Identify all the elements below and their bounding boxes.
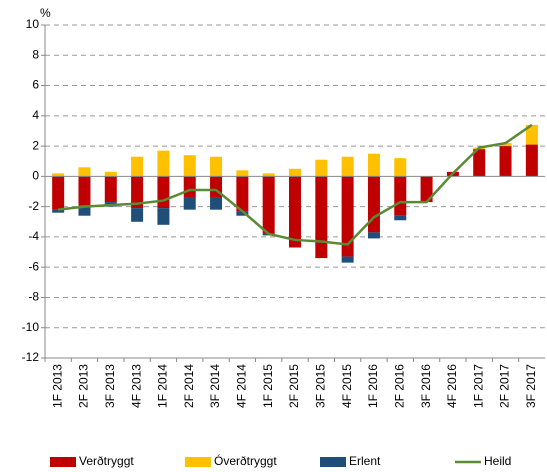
x-tick-label: 1F 2017 [471,364,485,408]
bar [525,144,538,177]
bar [210,197,223,210]
x-tick-label: 3F 2017 [524,364,538,408]
line [58,123,533,246]
legend-swatch [50,457,76,467]
x-tick-label: 4F 2013 [129,364,143,408]
x-tick-label: 3F 2016 [419,364,433,408]
legend-label: Verðtryggt [79,454,134,468]
y-tick-label: -12 [22,350,40,364]
y-tick-label: -6 [28,259,39,273]
bar [236,170,249,177]
bar [367,176,380,233]
bar [157,208,170,225]
bar [315,159,328,177]
bar [341,256,354,263]
y-tick-label: -10 [22,320,40,334]
bar [78,205,91,216]
bar [262,176,275,234]
x-tick-label: 3F 2014 [208,364,222,408]
x-tick-label: 2F 2015 [287,364,301,408]
bar [262,173,275,177]
bar [289,168,301,177]
bar [315,176,328,259]
bar [131,156,144,177]
bar [131,208,144,222]
bar [367,232,380,239]
bar [104,171,117,177]
bar [341,176,354,257]
x-tick-label: 3F 2013 [103,364,117,408]
bar [394,158,407,177]
bar [236,211,249,216]
bar [183,155,196,177]
y-tick-label: 2 [32,138,39,152]
y-tick-label: -2 [28,199,39,213]
x-tick-label: 1F 2016 [366,364,380,408]
bar [341,156,354,177]
bar [236,176,249,212]
bar [289,176,301,248]
legend-swatch [320,457,346,467]
x-tick-label: 1F 2013 [50,364,64,408]
y-tick-label: 4 [32,108,39,122]
legend-swatch [185,457,211,467]
y-tick-label: 8 [32,47,39,61]
bar [157,150,170,177]
bar [499,143,512,147]
bar [52,176,65,210]
bar [394,215,407,221]
bar [367,153,380,177]
bar [210,156,223,177]
x-tick-label: 2F 2016 [392,364,406,408]
x-tick-label: 4F 2014 [235,364,249,408]
bar [52,209,65,213]
x-tick-label: 2F 2017 [498,364,512,408]
y-tick-label: 10 [26,17,40,31]
y-tick-label: 6 [32,78,39,92]
bar [52,173,65,177]
x-tick-label: 4F 2015 [340,364,354,408]
bar [183,197,196,210]
legend-label: Heild [484,454,511,468]
y-tick-label: -8 [28,290,39,304]
x-tick-label: 1F 2015 [261,364,275,408]
x-tick-label: 3F 2015 [313,364,327,408]
bar [104,176,117,203]
bar [78,176,91,206]
bar [499,146,512,177]
y-unit-label: % [40,6,51,20]
bar [131,176,144,209]
y-tick-label: 0 [32,169,39,183]
bar [78,167,91,177]
y-tick-label: -4 [28,229,39,243]
bar [473,149,486,177]
bar [525,124,538,145]
legend-label: Óverðtryggt [214,453,277,468]
bar [183,176,196,198]
bar [157,176,170,209]
x-tick-label: 2F 2013 [77,364,91,408]
bar [394,176,407,216]
x-tick-label: 4F 2016 [445,364,459,408]
bar [420,176,433,203]
x-tick-label: 1F 2014 [156,364,170,408]
legend-label: Erlent [349,454,381,468]
x-tick-label: 2F 2014 [182,364,196,408]
